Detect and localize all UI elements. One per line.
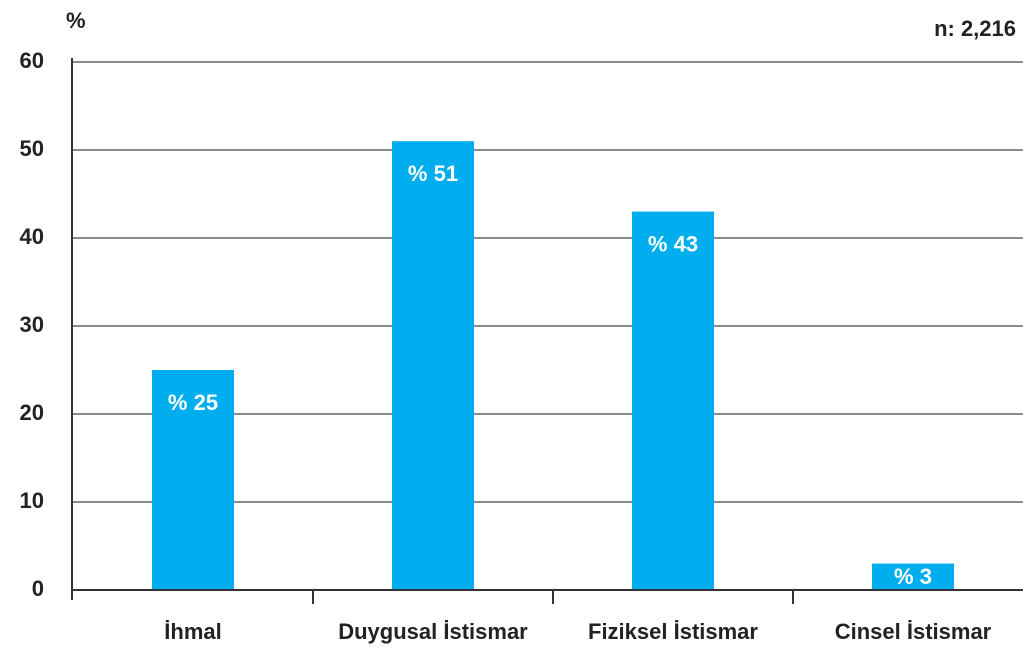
y-tick-label: 0	[32, 576, 44, 601]
y-tick-label: 50	[20, 136, 44, 161]
bar	[872, 563, 954, 590]
y-axis-label: %	[66, 8, 86, 33]
y-tick-label: 60	[20, 48, 44, 73]
x-tick-label: Fiziksel İstismar	[588, 619, 758, 644]
bar	[392, 141, 474, 590]
x-tick-label: Cinsel İstismar	[835, 619, 992, 644]
value-label: % 3	[894, 564, 932, 589]
bar	[152, 370, 234, 590]
bar	[632, 211, 714, 590]
annotation: n: 2,216	[934, 16, 1016, 41]
value-label: % 51	[408, 161, 458, 186]
y-tick-label: 10	[20, 488, 44, 513]
y-tick-label: 30	[20, 312, 44, 337]
x-tick-label: Duygusal İstismar	[338, 619, 528, 644]
value-label: % 25	[168, 390, 218, 415]
y-tick-label: 40	[20, 224, 44, 249]
y-tick-label: 20	[20, 400, 44, 425]
value-label: % 43	[648, 231, 698, 256]
x-tick-label: İhmal	[164, 619, 221, 644]
